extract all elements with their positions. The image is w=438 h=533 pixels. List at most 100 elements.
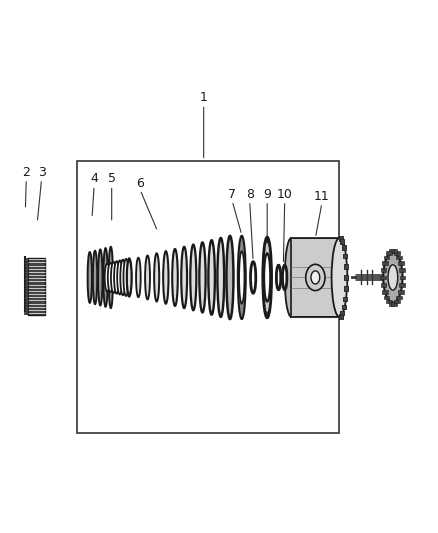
- Bar: [24, 277, 28, 280]
- Ellipse shape: [108, 263, 113, 292]
- Text: 10: 10: [277, 188, 293, 201]
- Bar: [344, 286, 348, 290]
- Ellipse shape: [111, 262, 116, 293]
- Bar: [339, 314, 343, 319]
- Text: 11: 11: [314, 190, 330, 203]
- Bar: [24, 306, 28, 308]
- Bar: [24, 262, 28, 264]
- Bar: [342, 246, 346, 250]
- Bar: [24, 312, 28, 314]
- Bar: [398, 290, 404, 294]
- Bar: [24, 274, 28, 277]
- Bar: [344, 264, 348, 269]
- Bar: [392, 302, 397, 305]
- Bar: [343, 296, 347, 301]
- Text: 8: 8: [246, 188, 254, 201]
- Polygon shape: [291, 238, 339, 317]
- Bar: [396, 296, 402, 300]
- Bar: [77, 161, 339, 433]
- Ellipse shape: [114, 261, 119, 294]
- Bar: [381, 283, 386, 287]
- Bar: [24, 303, 28, 305]
- Bar: [344, 286, 348, 290]
- Bar: [340, 311, 344, 316]
- Bar: [344, 275, 348, 280]
- Bar: [340, 239, 344, 244]
- Bar: [399, 268, 405, 272]
- Bar: [344, 264, 348, 269]
- Bar: [386, 300, 392, 303]
- Text: 7: 7: [228, 188, 236, 201]
- Bar: [343, 296, 347, 301]
- Bar: [24, 268, 28, 270]
- Ellipse shape: [199, 243, 205, 312]
- Bar: [342, 305, 346, 310]
- Bar: [342, 305, 346, 310]
- Bar: [24, 265, 28, 267]
- Bar: [24, 300, 28, 302]
- Bar: [342, 246, 346, 250]
- Ellipse shape: [311, 271, 320, 284]
- Bar: [380, 276, 386, 279]
- Ellipse shape: [105, 263, 110, 292]
- Bar: [394, 300, 400, 303]
- Ellipse shape: [127, 258, 132, 297]
- Ellipse shape: [239, 251, 244, 304]
- Bar: [340, 311, 344, 316]
- Ellipse shape: [263, 237, 272, 318]
- Bar: [392, 249, 397, 253]
- Bar: [394, 252, 400, 255]
- Ellipse shape: [238, 236, 246, 319]
- Bar: [389, 249, 394, 253]
- Ellipse shape: [283, 265, 287, 290]
- Bar: [382, 290, 388, 294]
- Ellipse shape: [181, 247, 187, 308]
- Bar: [344, 275, 348, 280]
- Bar: [339, 314, 343, 319]
- Bar: [339, 236, 343, 240]
- Bar: [24, 309, 28, 311]
- Ellipse shape: [88, 252, 92, 303]
- Ellipse shape: [120, 260, 126, 295]
- Bar: [382, 261, 388, 265]
- Ellipse shape: [109, 247, 113, 308]
- Ellipse shape: [154, 253, 159, 302]
- Bar: [386, 252, 392, 255]
- Text: 6: 6: [136, 177, 144, 190]
- Bar: [24, 271, 28, 273]
- Text: 1: 1: [200, 91, 208, 104]
- Ellipse shape: [124, 259, 129, 296]
- Bar: [384, 255, 389, 259]
- Ellipse shape: [388, 265, 398, 290]
- Text: 2: 2: [22, 166, 30, 179]
- Bar: [24, 287, 28, 289]
- Ellipse shape: [306, 264, 325, 290]
- Ellipse shape: [190, 245, 196, 310]
- Ellipse shape: [127, 260, 131, 295]
- Bar: [399, 283, 405, 287]
- Text: 5: 5: [108, 172, 116, 185]
- Bar: [24, 259, 28, 261]
- Bar: [399, 276, 406, 279]
- Ellipse shape: [217, 238, 224, 317]
- Bar: [398, 261, 404, 265]
- Ellipse shape: [251, 262, 256, 293]
- Ellipse shape: [264, 253, 270, 302]
- Bar: [339, 236, 343, 240]
- Ellipse shape: [332, 238, 347, 317]
- Bar: [24, 280, 28, 283]
- Ellipse shape: [163, 251, 169, 304]
- Ellipse shape: [285, 238, 298, 317]
- Ellipse shape: [383, 252, 403, 303]
- Ellipse shape: [136, 258, 141, 297]
- Bar: [396, 255, 402, 259]
- Ellipse shape: [208, 240, 215, 314]
- Bar: [381, 268, 386, 272]
- Text: 9: 9: [263, 188, 271, 201]
- Bar: [384, 296, 389, 300]
- Ellipse shape: [117, 261, 123, 294]
- Bar: [343, 254, 347, 259]
- Bar: [24, 290, 28, 292]
- Ellipse shape: [276, 265, 281, 290]
- Bar: [24, 293, 28, 295]
